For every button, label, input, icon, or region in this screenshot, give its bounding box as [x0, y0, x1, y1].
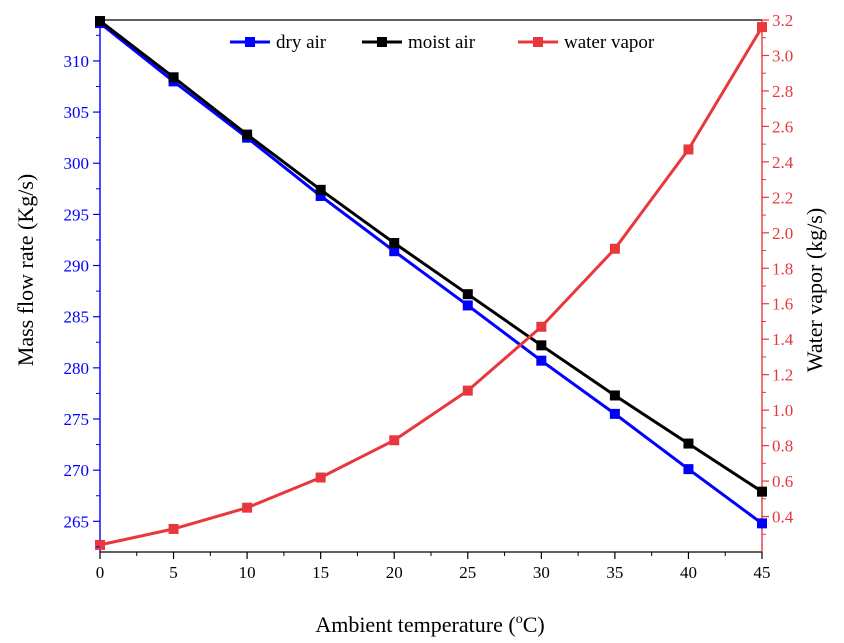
data-point-dry-air	[315, 190, 326, 201]
left-tick-label: 280	[64, 359, 90, 378]
right-tick-label: 0.4	[772, 508, 794, 527]
data-point-water-vapor	[462, 385, 473, 396]
series-line-dry-air	[99, 21, 763, 525]
data-point-water-vapor	[242, 502, 253, 513]
left-tick-label: 265	[64, 512, 90, 531]
data-point-dry-air	[757, 518, 767, 529]
data-point-water-vapor	[168, 523, 179, 534]
x-axis-ticks: 0 5 10 15 20 25 30 35 40 45	[96, 552, 771, 582]
x-tick-label: 10	[239, 563, 256, 582]
data-point-moist-air	[683, 438, 694, 449]
x-axis-title: Ambient temperature (oC)	[315, 612, 544, 637]
legend: dry air moist air water vapor	[230, 32, 655, 53]
right-tick-label: 1.8	[772, 259, 793, 278]
right-tick-label: 0.8	[772, 437, 793, 456]
left-axis-title: Mass flow rate (Kg/s)	[13, 174, 38, 366]
series-line-water-vapor	[99, 26, 764, 547]
right-tick-label: 1.2	[772, 366, 793, 385]
data-point-dry-air	[536, 355, 547, 366]
x-tick-label: 45	[754, 563, 771, 582]
x-tick-label: 25	[459, 563, 476, 582]
data-point-moist-air	[389, 238, 400, 249]
data-point-water-vapor	[315, 472, 326, 483]
left-tick-label: 290	[64, 257, 90, 276]
data-point-dry-air	[389, 246, 400, 257]
x-tick-label: 30	[533, 563, 550, 582]
right-tick-label: 3.2	[772, 11, 793, 30]
data-point-moist-air	[242, 129, 253, 140]
right-tick-label: 2.6	[772, 117, 793, 136]
x-tick-label: 20	[386, 563, 403, 582]
series-moist-air	[95, 16, 767, 497]
legend-marker-dry-air	[245, 37, 255, 47]
data-point-water-vapor	[389, 435, 400, 446]
legend-marker-moist-air	[377, 37, 387, 47]
right-tick-label: 1.0	[772, 401, 793, 420]
series-layer	[95, 16, 767, 550]
left-tick-label: 295	[64, 205, 90, 224]
x-tick-label: 0	[96, 563, 105, 582]
right-tick-label: 3.0	[772, 46, 793, 65]
legend-marker-water-vapor	[533, 37, 543, 47]
data-point-dry-air	[683, 464, 694, 475]
data-point-moist-air	[536, 340, 547, 351]
left-axis-ticks: 265 270 275 280 285 290 295 300 305 310	[64, 34, 100, 548]
data-point-moist-air	[462, 289, 473, 300]
left-tick-label: 285	[64, 308, 90, 327]
data-point-moist-air	[168, 72, 179, 83]
series-water-vapor	[95, 22, 767, 550]
data-point-water-vapor	[536, 321, 547, 332]
data-point-water-vapor	[609, 243, 620, 254]
right-tick-label: 1.6	[772, 295, 793, 314]
x-tick-label: 15	[312, 563, 329, 582]
legend-label-moist-air: moist air	[408, 32, 476, 53]
left-tick-label: 275	[64, 410, 90, 429]
right-tick-label: 1.4	[772, 330, 794, 349]
x-tick-label: 35	[606, 563, 623, 582]
data-point-water-vapor	[757, 22, 767, 33]
legend-label-water-vapor: water vapor	[564, 32, 655, 53]
left-tick-label: 270	[64, 461, 90, 480]
right-tick-label: 2.4	[772, 153, 794, 172]
right-tick-label: 2.2	[772, 188, 793, 207]
left-tick-label: 300	[64, 154, 90, 173]
left-tick-label: 305	[64, 103, 90, 122]
data-point-water-vapor	[95, 539, 105, 550]
data-point-dry-air	[462, 300, 473, 311]
right-tick-label: 0.6	[772, 472, 793, 491]
series-line-moist-air	[99, 19, 763, 493]
legend-label-dry-air: dry air	[276, 32, 327, 53]
x-tick-label: 5	[169, 563, 178, 582]
right-tick-label: 2.0	[772, 224, 793, 243]
right-tick-label: 2.8	[772, 82, 793, 101]
data-point-moist-air	[609, 390, 620, 401]
right-axis-ticks: 0.4 0.6 0.8 1.0 1.2 1.4 1.6 1.8 2.0 2.2 2.4 2.6 2.8 3…	[762, 11, 794, 535]
x-tick-label: 40	[680, 563, 697, 582]
left-tick-label: 310	[64, 52, 90, 71]
data-point-moist-air	[315, 184, 326, 195]
data-point-water-vapor	[683, 144, 694, 155]
data-point-moist-air	[757, 486, 767, 497]
data-point-dry-air	[609, 408, 620, 419]
data-point-moist-air	[95, 16, 105, 27]
right-axis-title: Water vapor (kg/s)	[802, 208, 827, 372]
